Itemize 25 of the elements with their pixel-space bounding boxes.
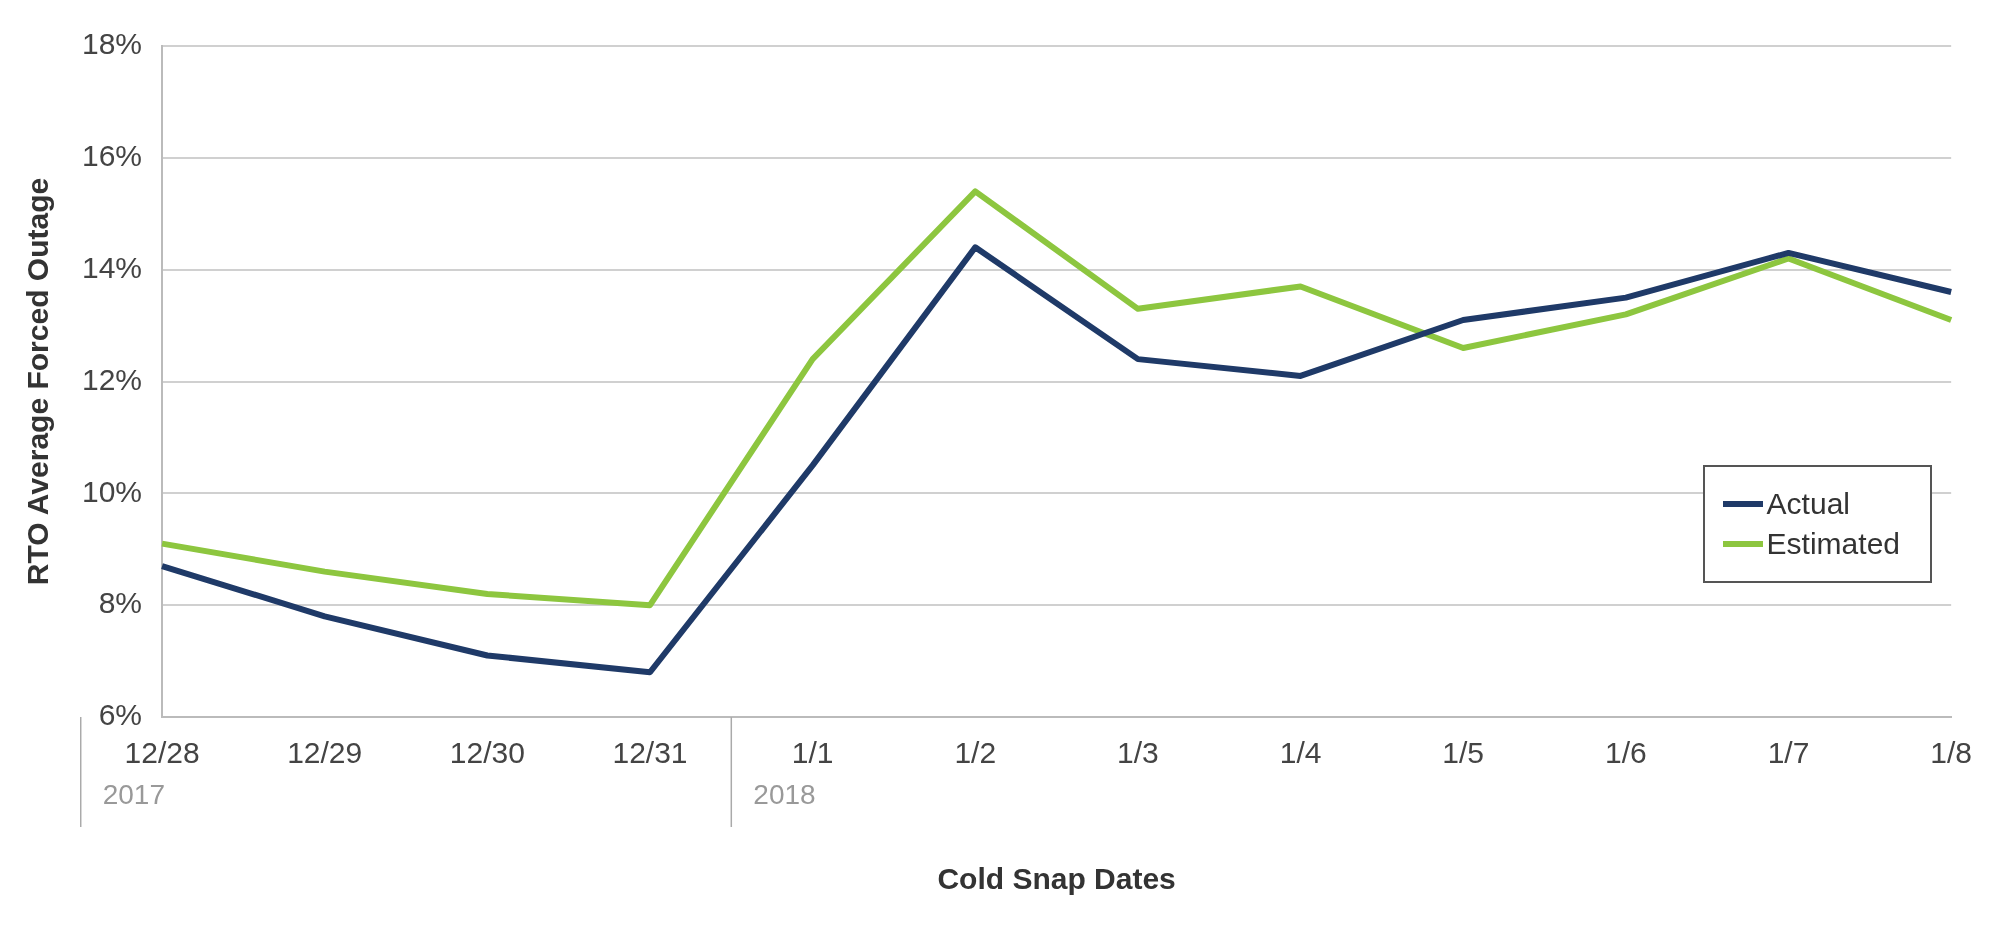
y-tick-label: 12% xyxy=(82,362,143,396)
y-tick-label: 18% xyxy=(82,27,143,61)
x-tick-label: 12/29 xyxy=(287,736,363,770)
y-tick-label: 16% xyxy=(82,139,143,173)
y-tick-label: 14% xyxy=(82,250,143,284)
x-tick-label: 12/28 xyxy=(124,736,200,770)
x-tick-label: 12/31 xyxy=(612,736,688,770)
y-axis-title: RTO Average Forced Outage xyxy=(21,177,55,586)
y-tick-label: 10% xyxy=(82,474,143,508)
legend-label: Actual xyxy=(1766,487,1850,521)
x-tick-label: 1/1 xyxy=(791,736,834,770)
legend-label: Estimated xyxy=(1766,527,1900,561)
x-axis-title: Cold Snap Dates xyxy=(937,862,1176,896)
x-tick-label: 1/3 xyxy=(1117,736,1159,770)
text: 2018 xyxy=(753,778,816,810)
x-tick-label: 1/6 xyxy=(1605,736,1647,770)
x-tick-label: 1/7 xyxy=(1767,736,1810,770)
x-tick-label: 1/5 xyxy=(1442,736,1485,770)
y-tick-label: 8% xyxy=(98,586,143,620)
x-tick-label: 1/2 xyxy=(954,736,997,770)
text: 2017 xyxy=(102,778,166,810)
x-tick-label: 1/4 xyxy=(1279,736,1322,770)
y-tick-label: 6% xyxy=(98,698,143,732)
x-tick-label: 12/30 xyxy=(449,736,525,770)
x-tick-label: 1/8 xyxy=(1930,736,1973,770)
